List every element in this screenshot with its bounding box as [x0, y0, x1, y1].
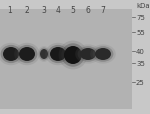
Ellipse shape	[19, 48, 35, 61]
Ellipse shape	[64, 47, 82, 64]
Text: 3: 3	[42, 6, 46, 15]
Ellipse shape	[45, 43, 71, 66]
Ellipse shape	[14, 43, 40, 66]
Ellipse shape	[39, 48, 49, 61]
Ellipse shape	[50, 48, 66, 61]
Ellipse shape	[40, 50, 48, 60]
Text: 1: 1	[8, 6, 12, 15]
Ellipse shape	[90, 45, 116, 64]
Ellipse shape	[17, 45, 37, 63]
Ellipse shape	[75, 45, 101, 64]
Text: 7: 7	[100, 6, 105, 15]
Text: 25: 25	[136, 79, 145, 85]
Ellipse shape	[38, 47, 50, 62]
Ellipse shape	[78, 47, 98, 62]
Ellipse shape	[1, 45, 21, 63]
Text: kDa: kDa	[136, 3, 150, 9]
Ellipse shape	[59, 41, 87, 70]
Text: 4: 4	[56, 6, 60, 15]
Text: 35: 35	[136, 60, 145, 66]
Ellipse shape	[0, 43, 24, 66]
Ellipse shape	[3, 48, 19, 61]
Ellipse shape	[95, 49, 111, 60]
Ellipse shape	[93, 47, 113, 62]
Text: 75: 75	[136, 15, 145, 21]
Ellipse shape	[61, 44, 85, 67]
Text: 40: 40	[136, 49, 145, 54]
Ellipse shape	[48, 45, 68, 63]
Text: 5: 5	[70, 6, 75, 15]
Ellipse shape	[80, 49, 96, 60]
Text: 6: 6	[85, 6, 90, 15]
Bar	[0, 10, 132, 109]
Text: 2: 2	[25, 6, 29, 15]
Text: 55: 55	[136, 30, 145, 36]
